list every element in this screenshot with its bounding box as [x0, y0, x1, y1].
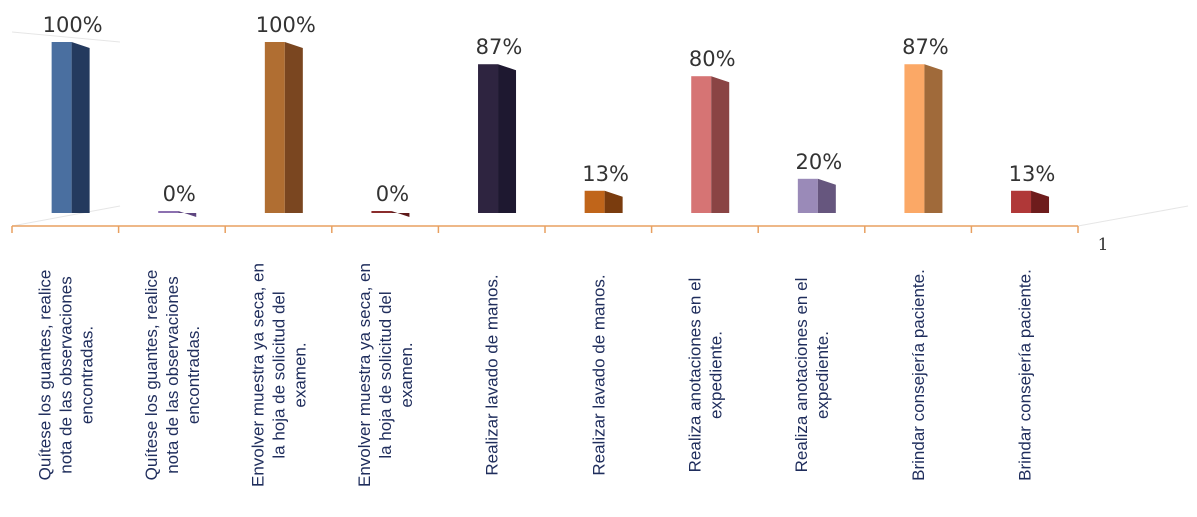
bar-front-6: [584, 190, 605, 213]
bar-front-1: [51, 42, 72, 213]
category-label-1: nota de las observaciones: [56, 276, 75, 474]
category-label-3: la hoja de solicitud del: [270, 291, 289, 458]
category-label-3: Envolver muestra ya seca, en: [249, 263, 268, 487]
category-label-10: Brindar consejería paciente.: [1016, 269, 1035, 481]
data-label-10: 13%: [1009, 162, 1056, 186]
bar-side-10: [1031, 190, 1050, 213]
bar-front-10: [1011, 190, 1032, 213]
data-label-4: 0%: [376, 182, 409, 206]
category-label-2: Quítese los guantes, realice: [142, 270, 161, 481]
category-label-7: expediente.: [706, 331, 725, 419]
bar-side-6: [604, 190, 623, 213]
data-label-8: 20%: [795, 150, 842, 174]
bar-side-5: [498, 64, 517, 213]
bar-side-7: [711, 76, 730, 213]
data-label-5: 87%: [476, 35, 523, 59]
category-label-4: Envolver muestra ya seca, en: [355, 263, 374, 487]
bar-side-3: [284, 42, 303, 213]
bar-side-1: [71, 42, 90, 213]
bar-front-4: [371, 211, 392, 213]
category-label-6: Realizar lavado de manos.: [589, 274, 608, 475]
bar-side-8: [817, 178, 836, 213]
bar-side-9: [924, 64, 943, 213]
category-label-3: examen.: [291, 342, 310, 407]
category-label-4: examen.: [397, 342, 416, 407]
category-label-2: encontradas.: [184, 326, 203, 424]
data-label-3: 100%: [256, 13, 316, 37]
floor-edge-right: [1077, 205, 1189, 227]
bar-side-2: [178, 211, 197, 217]
data-label-7: 80%: [689, 47, 736, 71]
data-label-9: 87%: [902, 35, 949, 59]
bar-front-2: [158, 211, 179, 213]
category-label-8: expediente.: [813, 331, 832, 419]
category-label-2: nota de las observaciones: [163, 276, 182, 474]
floor-edge-left: [11, 205, 121, 227]
category-label-1: Quítese los guantes, realice: [35, 270, 54, 481]
bar-front-9: [904, 64, 925, 213]
bar-front-5: [478, 64, 499, 213]
category-label-5: Realizar lavado de manos.: [483, 274, 502, 475]
category-label-9: Brindar consejería paciente.: [909, 269, 928, 481]
bar-side-4: [391, 211, 410, 217]
category-label-7: Realiza anotaciones en el: [685, 278, 704, 473]
category-label-1: encontradas.: [77, 326, 96, 424]
category-label-4: la hoja de solicitud del: [376, 291, 395, 458]
category-label-8: Realiza anotaciones en el: [792, 278, 811, 473]
axis-extra-label: 1: [1098, 235, 1109, 255]
data-label-2: 0%: [163, 182, 196, 206]
bar-front-8: [797, 178, 818, 213]
data-label-1: 100%: [43, 13, 103, 37]
bar-front-7: [691, 76, 712, 213]
data-label-6: 13%: [582, 162, 629, 186]
bar-front-3: [264, 42, 285, 213]
back-wall-edge: [11, 31, 121, 43]
